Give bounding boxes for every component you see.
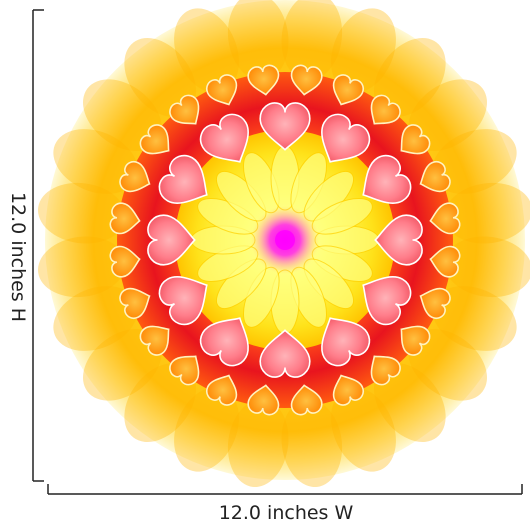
halo-petal [38,236,126,298]
halo-petal [174,387,239,472]
core-petals [190,145,380,335]
mandala-artwork [38,0,530,487]
width-dimension: 12.0 inches W [47,484,523,524]
halo-petal [227,399,289,487]
center-dot [275,230,295,250]
halo-petal [408,328,487,401]
halo-petal [432,129,517,194]
halo-petal [432,286,517,351]
halo-petal [124,363,197,442]
halo-petal [83,328,162,401]
halo-petal [38,182,126,244]
width-label: 12.0 inches W [219,502,354,524]
halo-petal [373,363,446,442]
halo-petal [408,79,487,152]
halo-petal [444,182,530,244]
halo-petal [83,79,162,152]
halo-petal [53,129,138,194]
height-label: 12.0 inches H [7,192,29,322]
halo-petal [124,38,197,117]
halo-petal [331,387,396,472]
halo-petal [331,8,396,93]
halo-petal [281,0,343,81]
halo-petals [38,0,530,487]
halo-petal [53,286,138,351]
halo-petal [373,38,446,117]
halo-petal [444,236,530,298]
halo-petal [281,399,343,487]
halo-petal [227,0,289,81]
height-dimension: 12.0 inches H [7,9,44,482]
halo-petal [174,8,239,93]
